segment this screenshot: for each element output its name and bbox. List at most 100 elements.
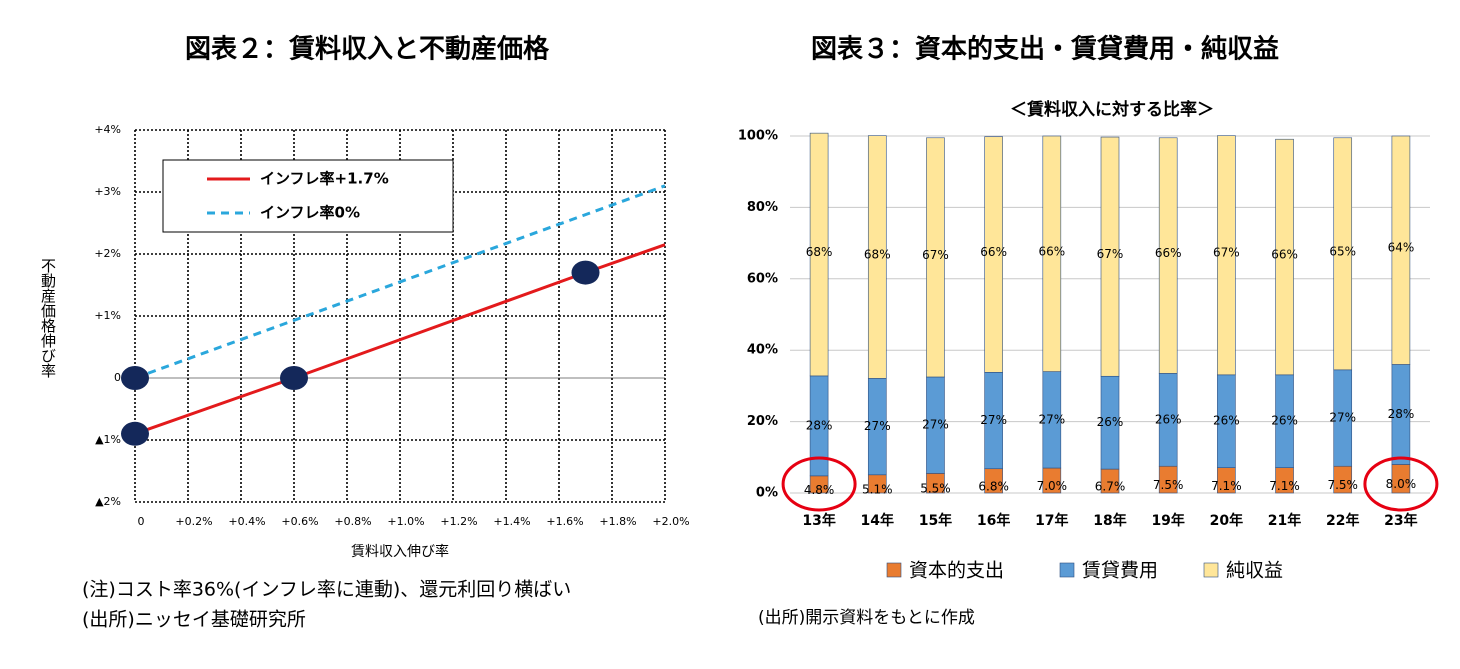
x-tick-label: +1.6% (546, 515, 583, 528)
data-label: 66% (1271, 248, 1298, 262)
note: (注)コスト率36%(インフレ率に連動)、還元利回り横ばい (82, 579, 571, 601)
bar-segment (867, 135, 887, 379)
data-label: 8.0% (1386, 477, 1417, 491)
data-label: 27% (864, 419, 891, 433)
x-tick-label: +0.6% (281, 515, 318, 528)
line-series (134, 184, 666, 380)
bar-segment (926, 137, 945, 378)
x-tick-label: +2.0% (652, 515, 689, 528)
y-tick-label: 100% (738, 129, 778, 144)
y-tick-label: +2% (94, 247, 121, 260)
legend-label: 資本的支出 (909, 560, 1004, 582)
data-label: 68% (806, 245, 833, 259)
x-tick-label: +0.8% (334, 515, 371, 528)
data-label: 65% (1329, 244, 1356, 258)
bar-segment (1275, 138, 1294, 376)
data-label: 5.5% (920, 482, 951, 496)
legend-swatch (1059, 562, 1075, 578)
x-tick-label: 19年 (1151, 512, 1184, 529)
data-label: 67% (1097, 247, 1124, 261)
bar-segment (984, 136, 1003, 373)
y-tick-label: 0 (114, 371, 121, 384)
bar-segment (1217, 135, 1236, 376)
data-label: 66% (1155, 246, 1182, 260)
highlight-circle (781, 456, 857, 512)
data-label: 7.5% (1327, 478, 1358, 492)
y-tick-label: 80% (747, 200, 778, 215)
legend-label: 賃貸費用 (1082, 560, 1158, 582)
legend-swatch (886, 562, 902, 578)
chart-title: 図表３：資本的支出・賃貸費用・純収益 (811, 34, 1279, 65)
bar-segment (1100, 136, 1120, 377)
bar-segment (1391, 135, 1411, 365)
x-tick-label: +1.8% (599, 515, 636, 528)
data-label: 67% (1213, 246, 1240, 260)
legend-swatch (1203, 562, 1219, 578)
x-tick-label: 0 (138, 515, 145, 528)
y-tick-label: 60% (747, 271, 778, 286)
data-label: 6.7% (1095, 480, 1126, 494)
x-tick-label: 23年 (1384, 512, 1417, 529)
x-tick-label: 21年 (1268, 512, 1301, 529)
y-tick-label: ▲1% (95, 433, 121, 446)
data-label: 26% (1155, 412, 1182, 426)
data-label: 26% (1097, 415, 1124, 429)
data-label: 27% (1329, 411, 1356, 425)
data-label: 28% (1388, 407, 1415, 421)
data-label: 4.8% (804, 483, 835, 497)
point (280, 366, 308, 390)
chart-title: 図表２：賃料収入と不動産価格 (185, 34, 550, 65)
data-label: 64% (1388, 241, 1415, 255)
point (121, 366, 149, 390)
x-tick-label: 16年 (977, 512, 1010, 529)
y-axis-label: 不動産価格伸び率 (39, 258, 57, 378)
x-tick-label: 20年 (1210, 512, 1243, 529)
data-label: 27% (1038, 412, 1065, 426)
x-axis-label: 賃料収入伸び率 (351, 543, 449, 560)
x-tick-label: 17年 (1035, 512, 1068, 529)
data-label: 66% (1038, 244, 1065, 258)
data-label: 7.0% (1037, 479, 1068, 493)
y-tick-label: 20% (747, 414, 778, 429)
y-tick-label: +3% (94, 185, 121, 198)
data-label: 66% (980, 245, 1007, 259)
chart-subtitle: ＜賃料収入に対する比率＞ (1010, 99, 1214, 120)
data-label: 67% (922, 248, 949, 262)
y-tick-label: 0% (756, 486, 778, 501)
data-label: 5.1% (862, 482, 893, 496)
data-label: 28% (806, 418, 833, 432)
data-label: 6.8% (978, 479, 1009, 493)
legend-label: インフレ率+1.7% (260, 170, 389, 188)
x-tick-label: +0.2% (175, 515, 212, 528)
x-tick-label: 15年 (919, 512, 952, 529)
y-tick-label: +1% (94, 309, 121, 322)
x-tick-label: 14年 (861, 512, 894, 529)
data-label: 27% (980, 413, 1007, 427)
y-tick-label: +4% (94, 123, 121, 136)
y-tick-label: 40% (747, 343, 778, 358)
bar-segment (1042, 135, 1062, 372)
y-tick-label: ▲2% (95, 495, 121, 508)
bar-segment (1158, 137, 1178, 374)
legend-label: 純収益 (1226, 560, 1283, 582)
data-label: 26% (1213, 414, 1240, 428)
data-label: 26% (1271, 414, 1298, 428)
data-label: 7.1% (1269, 479, 1300, 493)
legend-label: インフレ率0% (260, 204, 360, 222)
x-tick-label: 18年 (1093, 512, 1126, 529)
x-tick-label: +1.4% (493, 515, 530, 528)
data-label: 68% (864, 248, 891, 262)
highlight-circle (1363, 456, 1439, 512)
note: (出所)ニッセイ基礎研究所 (82, 609, 306, 631)
bar-segment (1333, 137, 1353, 371)
x-tick-label: 13年 (802, 512, 835, 529)
point (121, 421, 149, 446)
bar-segment (809, 132, 829, 377)
x-tick-label: +1.2% (440, 515, 477, 528)
x-tick-label: +1.0% (387, 515, 424, 528)
data-label: 7.1% (1211, 479, 1242, 493)
data-label: 7.5% (1153, 478, 1184, 492)
x-tick-label: +0.4% (228, 515, 265, 528)
